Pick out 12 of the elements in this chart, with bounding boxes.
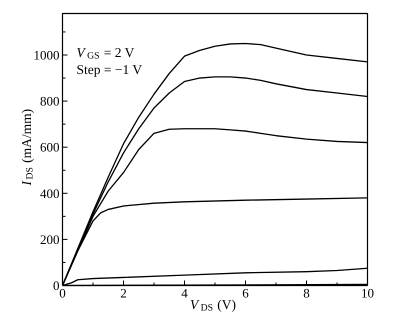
y-tick-label: 800 xyxy=(40,94,60,109)
y-tick-label: 400 xyxy=(40,186,60,201)
y-axis-title: IDS (mA/mm) xyxy=(19,108,36,186)
annotation: Step = −1 V xyxy=(76,62,142,77)
y-tick-label: 600 xyxy=(40,140,60,155)
x-tick-label: 4 xyxy=(181,286,188,300)
x-tick-label: 8 xyxy=(303,286,310,300)
x-tick-label: 6 xyxy=(242,286,250,300)
y-tick-label: 200 xyxy=(40,232,60,247)
y-tick-label: 1000 xyxy=(34,47,60,62)
x-tick-label: 10 xyxy=(361,286,374,300)
x-tick-label: 2 xyxy=(120,286,127,300)
